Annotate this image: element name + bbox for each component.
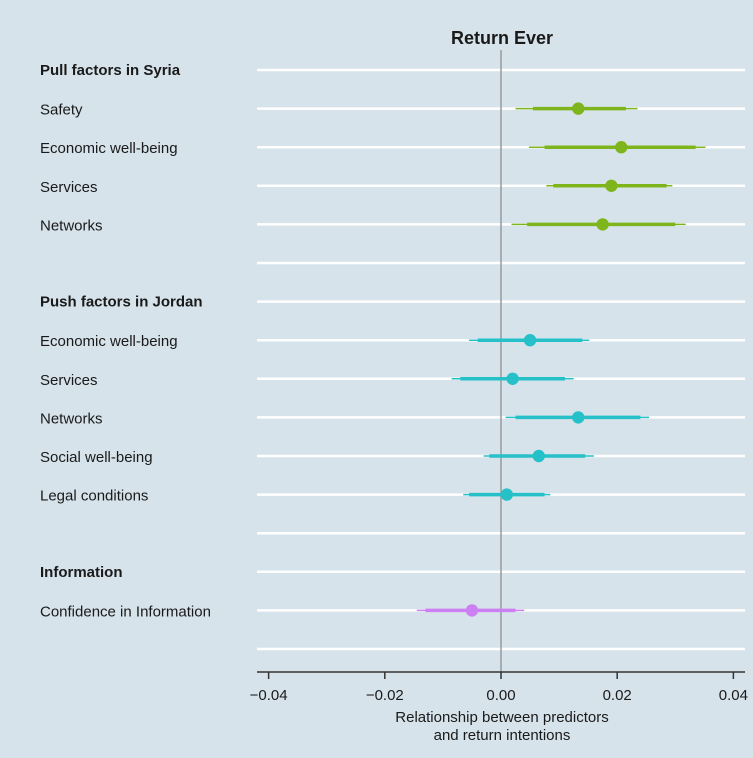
point-estimate — [532, 449, 545, 463]
point-estimate — [500, 488, 514, 501]
point-estimate — [465, 604, 479, 617]
x-tick-label: 0.02 — [603, 687, 632, 704]
point-estimate — [615, 141, 628, 154]
point-estimate — [572, 102, 585, 115]
row-label: Safety — [40, 102, 83, 119]
x-tick-label: 0.04 — [719, 687, 748, 704]
x-axis-label-line-1: Relationship between predictors — [395, 709, 608, 726]
point-estimate — [523, 334, 537, 347]
point-estimate — [596, 218, 609, 231]
group-heading: Information — [40, 564, 123, 581]
row-label: Legal conditions — [40, 488, 148, 505]
point-estimate — [605, 179, 618, 192]
row-label: Economic well-being — [40, 140, 178, 157]
group-heading: Push factors in Jordan — [40, 294, 203, 311]
point-estimate — [572, 411, 585, 424]
x-tick-label: −0.02 — [366, 687, 404, 704]
row-label: Social well-being — [40, 449, 153, 466]
row-label: Services — [40, 372, 98, 389]
x-tick-label: −0.04 — [250, 687, 288, 704]
row-label: Networks — [40, 410, 103, 427]
chart-title: Return Ever — [451, 28, 553, 48]
row-label: Networks — [40, 217, 103, 234]
row-label: Confidence in Information — [40, 603, 211, 620]
row-label: Economic well-being — [40, 333, 178, 350]
point-estimate — [506, 372, 519, 385]
x-axis-label-line-2: and return intentions — [434, 727, 571, 744]
row-label: Services — [40, 179, 98, 196]
x-tick-label: 0.00 — [486, 687, 515, 704]
group-heading: Pull factors in Syria — [40, 62, 181, 79]
